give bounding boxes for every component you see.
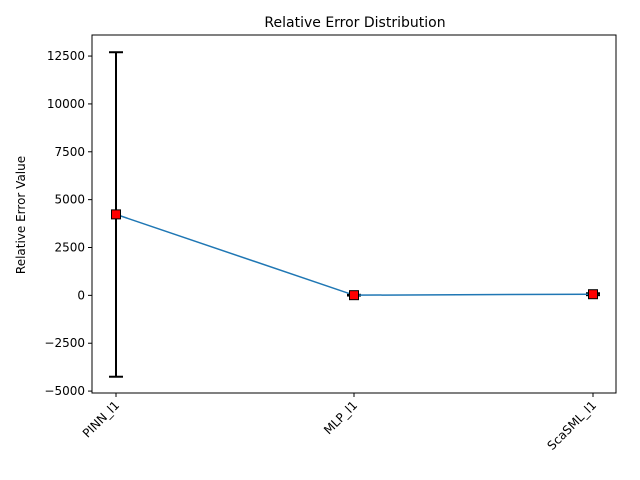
y-tick-label: 5000 (54, 193, 85, 207)
y-tick-label: 12500 (47, 49, 85, 63)
y-tick-label: −2500 (44, 336, 85, 350)
data-point (111, 209, 121, 220)
y-axis-label: Relative Error Value (14, 156, 28, 274)
y-tick-label: 2500 (54, 241, 85, 255)
y-tick-label: −5000 (44, 384, 85, 398)
data-point (349, 290, 359, 301)
y-tick-label: 10000 (47, 97, 85, 111)
y-tick-label: 0 (77, 288, 85, 302)
data-point (588, 289, 598, 300)
y-tick-label: 7500 (54, 145, 85, 159)
chart-title: Relative Error Distribution (264, 15, 445, 31)
